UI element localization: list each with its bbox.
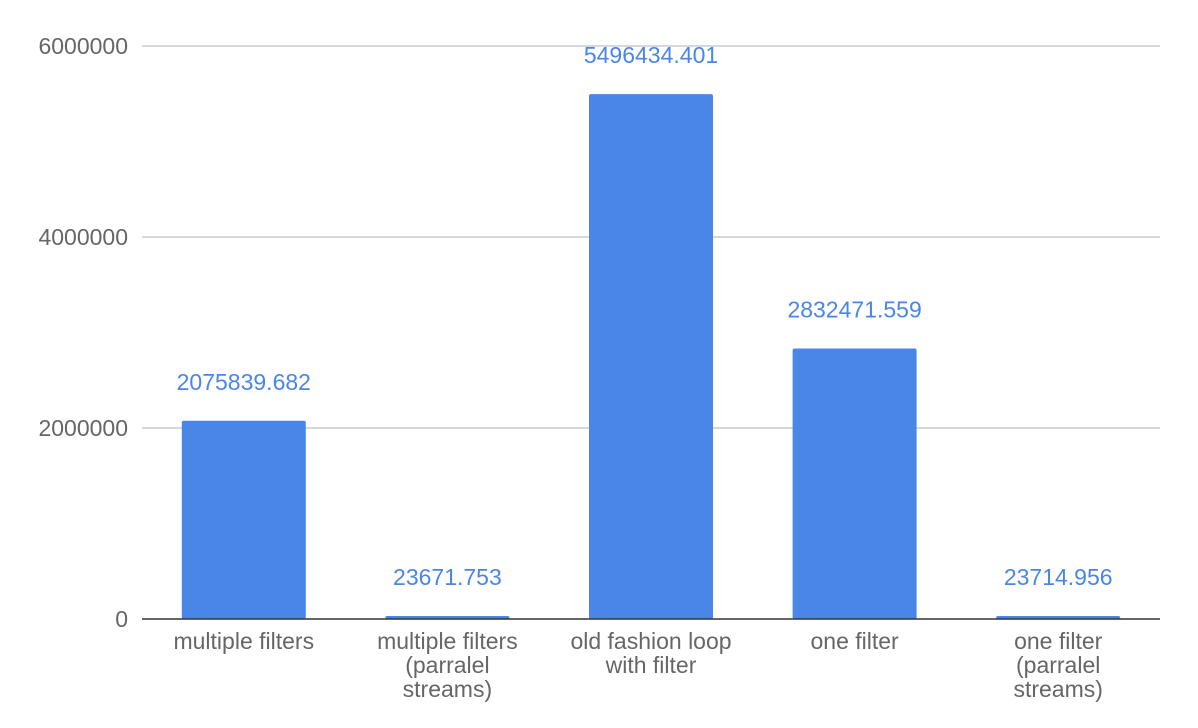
x-tick-label-line: streams) [403, 676, 492, 702]
x-tick-label: one filter (parralel streams) [1013, 628, 1102, 702]
data-label: 23671.753 [393, 564, 502, 590]
x-tick-label-line: one filter [810, 628, 899, 654]
x-tick-label-line: old fashion loop [570, 628, 731, 654]
x-tick-label: multiple filters (parralel streams) [377, 628, 518, 702]
y-tick-label: 2000000 [38, 415, 128, 441]
y-tick-label: 4000000 [38, 224, 128, 250]
x-tick-label-line: multiple filters [173, 628, 314, 654]
x-tick-label-line: (parralel [405, 652, 489, 678]
x-tick-label: one filter [810, 628, 899, 654]
y-tick-label: 6000000 [38, 33, 128, 59]
data-labels: 2075839.682 23671.753 5496434.401 2832471.5… [177, 42, 1113, 590]
bar [792, 348, 917, 619]
bars [181, 94, 1121, 619]
x-tick-label-line: one filter [1014, 628, 1103, 654]
data-label: 5496434.401 [584, 42, 718, 68]
bar [589, 94, 713, 619]
x-tick-label-line: streams) [1013, 676, 1102, 702]
x-tick-label: multiple filters [173, 628, 314, 654]
x-tick-label: old fashion loop with filter [570, 628, 731, 678]
x-tick-label-line: with filter [605, 652, 697, 678]
data-label: 2832471.559 [787, 296, 921, 322]
data-label: 23714.956 [1004, 564, 1113, 590]
x-tick-label-line: multiple filters [377, 628, 518, 654]
y-tick-label: 0 [115, 606, 128, 632]
bar [181, 420, 306, 619]
x-tick-label-line: (parralel [1016, 652, 1100, 678]
data-label: 2075839.682 [177, 369, 311, 395]
